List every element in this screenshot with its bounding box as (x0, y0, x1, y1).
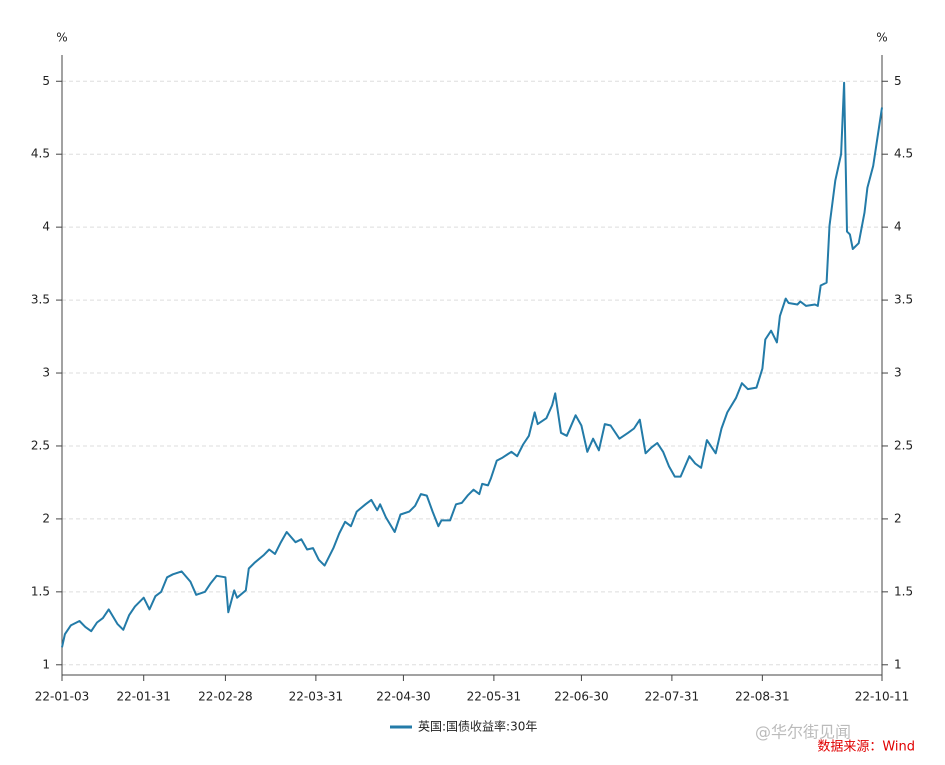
y2-tick-label: 4 (894, 220, 902, 234)
y-tick-label: 1 (42, 657, 50, 671)
x-tick-label: 22-05-31 (467, 690, 521, 704)
y2-unit: % (876, 31, 887, 45)
y-tick-label: 2 (42, 511, 50, 525)
y-tick-label: 4 (42, 220, 50, 234)
y2-tick-label: 1.5 (894, 584, 913, 598)
x-tick-label: 22-01-31 (116, 690, 170, 704)
x-tick-label: 22-10-11 (855, 690, 909, 704)
x-tick-label: 22-01-03 (35, 690, 89, 704)
x-tick-label: 22-06-30 (554, 690, 608, 704)
x-tick-label: 22-02-28 (198, 690, 252, 704)
x-tick-label: 22-08-31 (735, 690, 789, 704)
y-tick-label: 5 (42, 74, 50, 88)
y-tick-label: 2.5 (31, 438, 50, 452)
y-tick-label: 3 (42, 366, 50, 380)
watermark: @华尔街见闻 (755, 723, 851, 742)
source: 数据来源：Wind (817, 740, 915, 755)
y-tick-label: 3.5 (31, 293, 50, 307)
line (61, 81, 883, 648)
y-unit: % (56, 31, 67, 45)
y2-tick-label: 2.5 (894, 438, 913, 452)
legend-label: 英国:国债收益率:30年 (418, 719, 537, 734)
y2-tick-label: 1 (894, 657, 902, 671)
x-tick-label: 22-04-30 (376, 690, 430, 704)
x-tick-label: 22-03-31 (289, 690, 343, 704)
y2-tick-label: 3 (894, 366, 902, 380)
y-tick-label: 1.5 (31, 584, 50, 598)
y-tick-label: 4.5 (31, 147, 50, 161)
y2-tick-label: 4.5 (894, 147, 913, 161)
y2-tick-label: 5 (894, 74, 902, 88)
y2-tick-label: 2 (894, 511, 902, 525)
y2-tick-label: 3.5 (894, 293, 913, 307)
x-tick-label: 22-07-31 (645, 690, 699, 704)
